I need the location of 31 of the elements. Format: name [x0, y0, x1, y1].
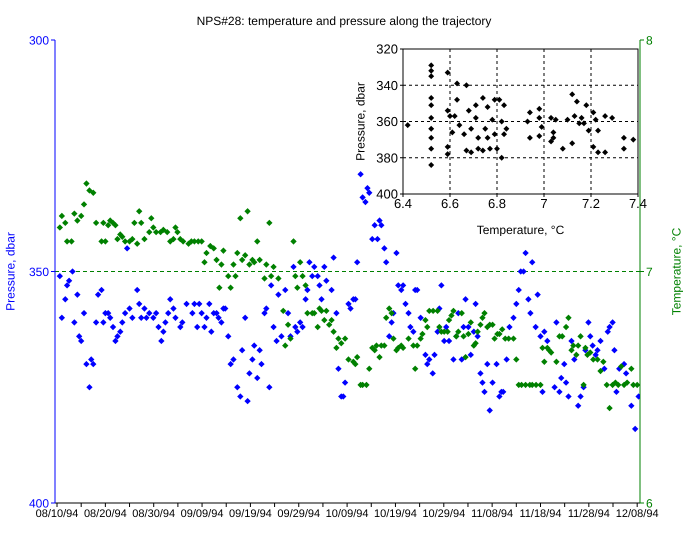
y2-tick-label: 7: [646, 264, 653, 279]
x-tick-label: 7: [540, 196, 548, 212]
y2-axis-title: Temperature, °C: [669, 227, 684, 316]
y-axis-title: Pressure, dbar: [353, 82, 368, 161]
x-tick-label: 7.2: [582, 196, 600, 212]
x-tick-label: 11/08/94: [471, 508, 514, 520]
x-tick-label: 6.6: [440, 196, 460, 212]
y-tick-label: 380: [376, 150, 398, 166]
x-tick-label: 10/19/94: [374, 508, 417, 520]
chart-title: NPS#28: temperature and pressure along the trajectory: [196, 14, 492, 28]
y2-tick-label: 6: [646, 496, 653, 510]
x-tick-label: 12/08/94: [616, 508, 659, 520]
y-axis-title: Pressure, dbar: [3, 232, 18, 311]
x-tick-label: 08/30/94: [132, 508, 176, 520]
x-tick-label: 10/09/94: [326, 508, 369, 520]
y-tick-label: 320: [376, 42, 398, 57]
y-tick-label: 340: [376, 78, 398, 93]
x-tick-label: 08/20/94: [84, 508, 127, 520]
y-tick-label: 300: [28, 33, 50, 48]
x-tick-label: 09/29/94: [277, 508, 320, 520]
y2-tick-label: 8: [646, 33, 653, 48]
x-tick-label: 6.8: [488, 196, 506, 212]
x-tick-label: 08/10/94: [36, 508, 78, 520]
y-tick-label: 400: [28, 496, 50, 510]
y-tick-label: 360: [376, 114, 398, 130]
x-tick-label: 09/09/94: [180, 508, 224, 520]
x-tick-label: 11/18/94: [519, 508, 562, 520]
x-tick-label: 11/28/94: [568, 508, 610, 520]
x-tick-label: 09/19/94: [228, 508, 272, 520]
y-tick-label: 350: [28, 264, 50, 279]
x-tick-label: 10/29/94: [422, 508, 466, 520]
